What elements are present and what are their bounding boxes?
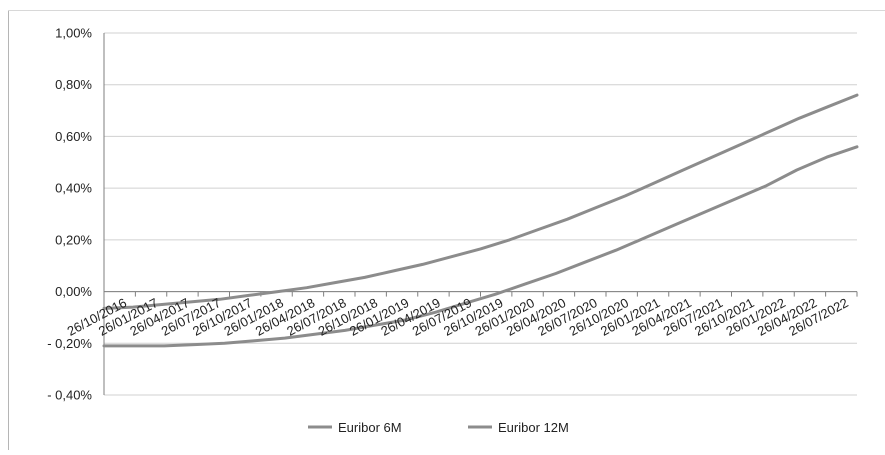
series-lines — [102, 93, 859, 348]
legend: Euribor 6M Euribor 12M — [308, 420, 569, 435]
y-tick-label: 1,00% — [55, 26, 92, 41]
legend-euribor-6m-label: Euribor 6M — [338, 420, 402, 435]
y-tick-label: 0,00% — [55, 284, 92, 299]
legend-euribor-12m-label: Euribor 12M — [498, 420, 569, 435]
y-tick-label: - 0,40% — [47, 388, 92, 403]
series-line-euribor-6m — [102, 145, 859, 348]
y-tick-label: 0,20% — [55, 232, 92, 247]
y-tick-label: - 0,20% — [47, 336, 92, 351]
frame-left-border — [8, 10, 9, 450]
frame-top-border — [8, 10, 885, 11]
axes — [103, 33, 858, 395]
series-line-euribor-12m — [102, 93, 859, 310]
y-tick-label: 0,60% — [55, 129, 92, 144]
gridlines — [104, 32, 857, 396]
y-tick-label: 0,80% — [55, 77, 92, 92]
y-tick-label: 0,40% — [55, 181, 92, 196]
